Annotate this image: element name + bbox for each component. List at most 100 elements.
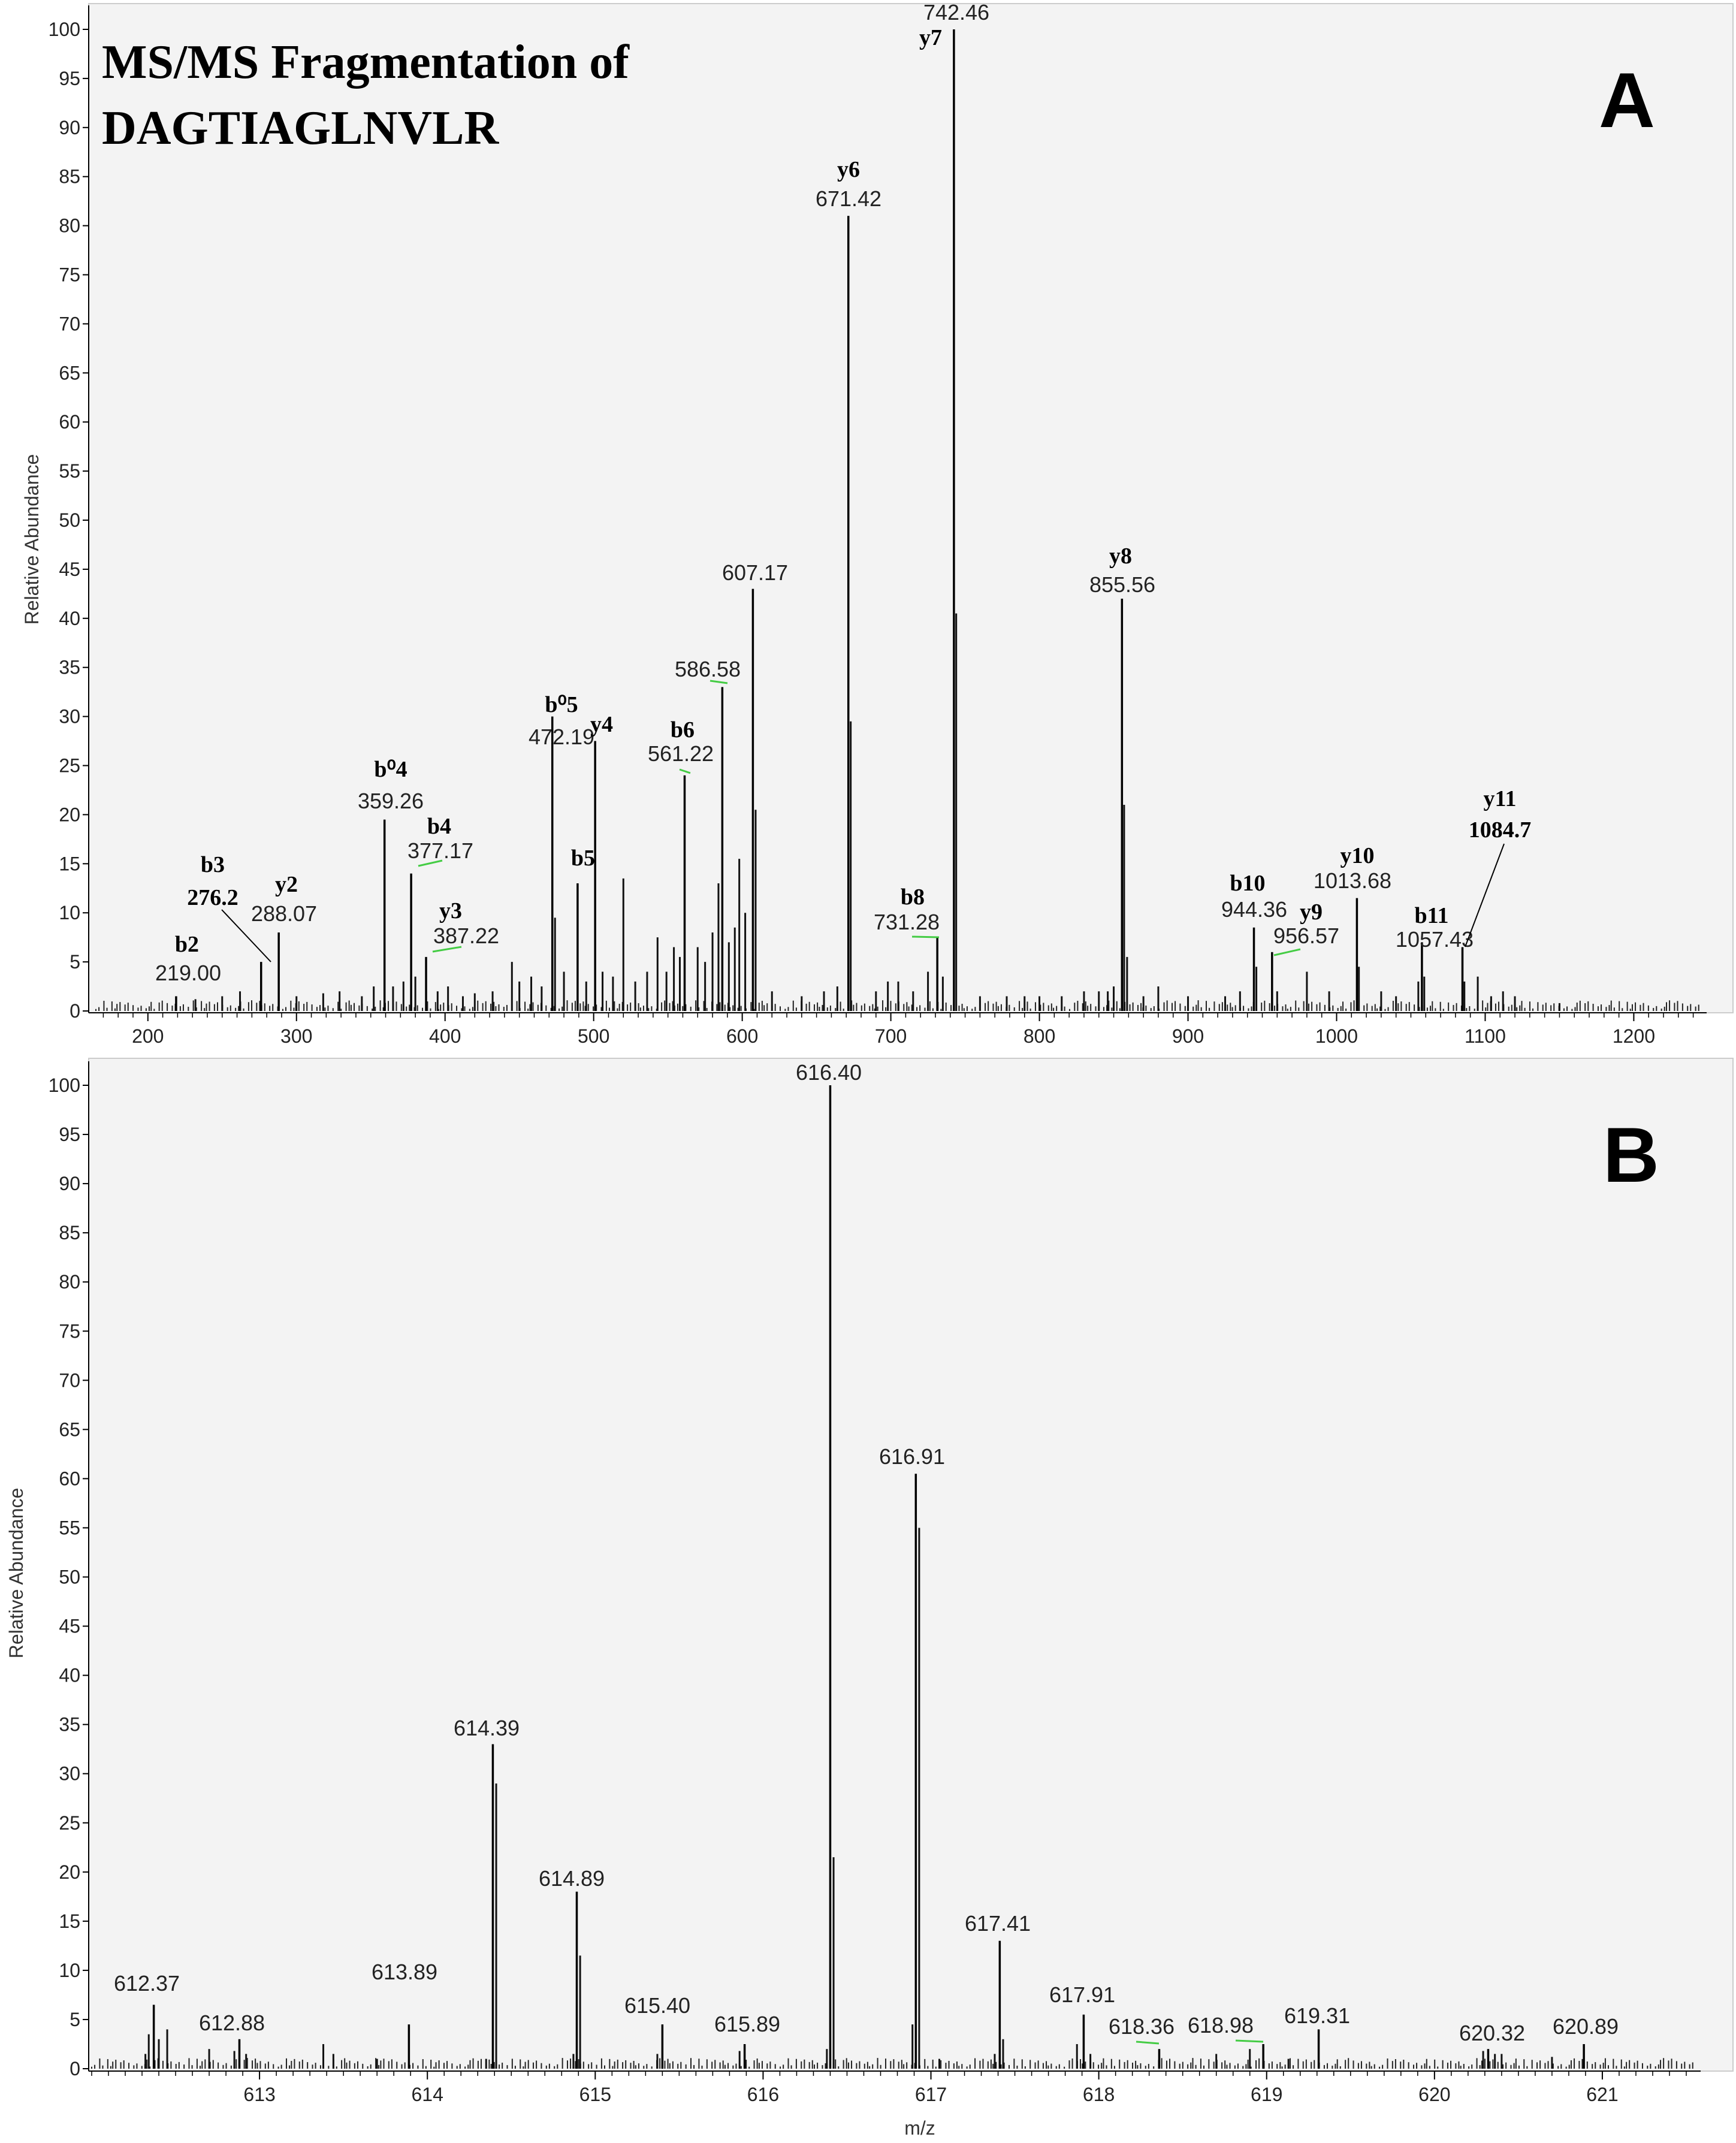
panel-b-y-tick-label: 70 [59, 1369, 80, 1391]
panel-a-ion-label: y9 [1300, 900, 1323, 925]
panel-a-y-axis-title: Relative Abundance [21, 454, 43, 625]
panel-b-y-tick-label: 15 [59, 1910, 80, 1932]
panel-b-x-tick-label: 614 [412, 2084, 443, 2105]
panel-b-peak-mz-label: 617.41 [965, 1911, 1031, 1936]
panel-b-x-tick-label: 619 [1251, 2084, 1282, 2105]
panel-b-peak-mz-label: 612.88 [199, 2011, 265, 2035]
panel-a-ion-label: y2 [275, 872, 298, 897]
panel-b-peak-mz-label: 618.98 [1188, 2013, 1254, 2038]
panel-b-y-axis-title: Relative Abundance [5, 1488, 27, 1659]
panel-a-x-tick-label: 1100 [1465, 1025, 1506, 1047]
panel-a-label-marker [710, 680, 728, 684]
panel-a-y-tick-label: 30 [59, 706, 80, 728]
panel-a-y-tick-label: 80 [59, 215, 80, 237]
panel-b-y-tick-label: 60 [59, 1468, 80, 1489]
panel-b-peak-mz-label: 616.40 [796, 1060, 862, 1085]
panel-b-y-tick-label: 5 [70, 2009, 80, 2030]
panel-a-y-tick-label: 5 [70, 951, 80, 973]
panel-b-peak-mz-label: 615.89 [714, 2012, 780, 2036]
panel-a-peak-mz-label: 586.58 [675, 657, 741, 681]
panel-b-y-tick-label: 55 [59, 1517, 80, 1538]
panel-a-peak-mz-label: 1013.68 [1314, 868, 1391, 893]
panel-b-y-tick-label: 85 [59, 1222, 80, 1243]
panel-b-peak-mz-label: 614.89 [539, 1866, 605, 1891]
panel-b-x-tick-label: 620 [1418, 2084, 1450, 2105]
panel-a-peak-mz-label: 742.46 [923, 0, 989, 25]
panel-a-y-tick-label: 0 [70, 1000, 80, 1022]
panel-a-y-tick-label: 55 [59, 460, 80, 482]
panel-a-letter: A [1599, 56, 1655, 144]
panel-a-ion-label: b⁰4 [374, 757, 407, 782]
panel-a-ion-label: y3 [439, 898, 462, 923]
panel-a-ion-label: b10 [1230, 871, 1265, 896]
panel-a-y-tick-label: 10 [59, 902, 80, 923]
panel-a-peak-labels: 219.00 b2 b3 276.2 288.07 y2 359.26 b⁰4 377.17b4… [155, 0, 1531, 985]
panel-b-y-tick-label: 75 [59, 1320, 80, 1342]
panel-a-ion-label: y6 [837, 157, 860, 182]
panel-a-y-tick-label: 35 [59, 657, 80, 678]
panel-a-peak-mz-label: 956.57 [1273, 923, 1339, 948]
panel-a-ion-label: b3 [201, 852, 225, 877]
panel-a-x-tick-label: 900 [1172, 1025, 1204, 1047]
panel-b-peak-mz-label: 620.32 [1459, 2021, 1525, 2045]
panel-b-peak-mz-label: 620.89 [1553, 2014, 1619, 2039]
panel-b-peak-labels: 612.37 612.88 613.89 614.39 614.89 615.40 615.… [114, 1060, 1619, 2045]
panel-a-ion-label: y7 [919, 25, 942, 50]
panel-a-label-leader-line [221, 909, 271, 962]
panel-a-x-tick-label: 800 [1024, 1025, 1055, 1047]
panel-b-x-tick-label: 613 [243, 2084, 275, 2105]
panel-a-y-tick-label: 75 [59, 264, 80, 286]
panel-b-peak-mz-label: 613.89 [372, 1960, 437, 1984]
panel-a-x-tick-label: 1000 [1315, 1025, 1358, 1047]
panel-b-y-tick-label: 90 [59, 1173, 80, 1194]
panel-a-x-tick-label: 600 [726, 1025, 758, 1047]
panel-b-y-tick-label: 25 [59, 1812, 80, 1834]
chart-title-line-1: MS/MS Fragmentation of [102, 36, 630, 89]
panel-b-letter: B [1603, 1111, 1659, 1199]
panel-a-peak-mz-label: 359.26 [358, 789, 424, 813]
panel-a-y-tick-label: 20 [59, 804, 80, 825]
panel-a-label-marker [432, 946, 462, 953]
panel-a-y-tick-label: 25 [59, 755, 80, 777]
panel-a-peak-mz-label: 561.22 [648, 741, 714, 766]
panel-a-y-tick-label: 100 [49, 19, 80, 40]
panel-b-peak-mz-label: 612.37 [114, 1971, 180, 1996]
panel-b-axes: 0 5 10 15 20 25 30 35 40 45 50 55 60 65 70 75 80 85 90 95 10… [49, 1061, 1701, 2105]
panel-a-peak-mz-label: 377.17 [407, 838, 473, 863]
panel-b-y-tick-label: 45 [59, 1616, 80, 1637]
panel-a-label-marker [679, 768, 691, 774]
panel-b-y-tick-label: 50 [59, 1566, 80, 1588]
panel-a-ion-mass-label: 276.2 [187, 885, 238, 910]
panel-b-x-axis-title: m/z [904, 2117, 935, 2139]
panel-a-ion-label: y11 [1484, 786, 1517, 811]
panel-a-ion-mass-label: 1084.7 [1469, 817, 1532, 843]
panel-a-peak-mz-label: 607.17 [722, 560, 788, 585]
panel-a-y-tick-label: 95 [59, 68, 80, 89]
chart-title-line-2: DAGTIAGLNVLR [102, 102, 500, 155]
panel-a-y-tick-label: 65 [59, 362, 80, 384]
panel-a-peak-mz-label: 472.19 [529, 725, 594, 749]
panel-a-x-tick-label: 500 [578, 1025, 609, 1047]
panel-a-plot-background [88, 3, 1734, 1013]
panel-b-x-tick-label: 617 [915, 2084, 947, 2105]
panel-b-label-marker [1136, 2041, 1160, 2045]
panel-a-ion-label: b8 [901, 885, 925, 910]
panel-a-y-tick-label: 40 [59, 608, 80, 629]
panel-a-y-tick-label: 90 [59, 117, 80, 138]
panel-a-axes: 0 5 10 15 20 25 30 35 40 45 50 55 60 65 70 75 80 85 90 95 10… [49, 5, 1707, 1047]
panel-a-ion-label: y10 [1341, 843, 1375, 868]
panel-b-y-tick-label: 0 [70, 2058, 80, 2079]
panel-a-label-marker [418, 859, 443, 867]
panel-a-x-tick-label: 700 [875, 1025, 907, 1047]
panel-b-y-tick-label: 10 [59, 1960, 80, 1981]
panel-a-y-tick-label: 45 [59, 559, 80, 580]
panel-a-ion-label: b4 [427, 814, 451, 839]
panel-b: 0 5 10 15 20 25 30 35 40 45 50 55 60 65 70 75 80 85 90 95 10… [5, 1058, 1734, 2139]
panel-a-ion-label: b6 [671, 717, 695, 742]
panel-a-x-tick-label: 200 [132, 1025, 164, 1047]
panel-a-peak-mz-label: 387.22 [433, 923, 499, 948]
panel-b-plot-background [88, 1058, 1734, 2072]
panel-b-label-marker [1235, 2039, 1264, 2043]
panel-a-ion-label: y8 [1109, 544, 1132, 569]
